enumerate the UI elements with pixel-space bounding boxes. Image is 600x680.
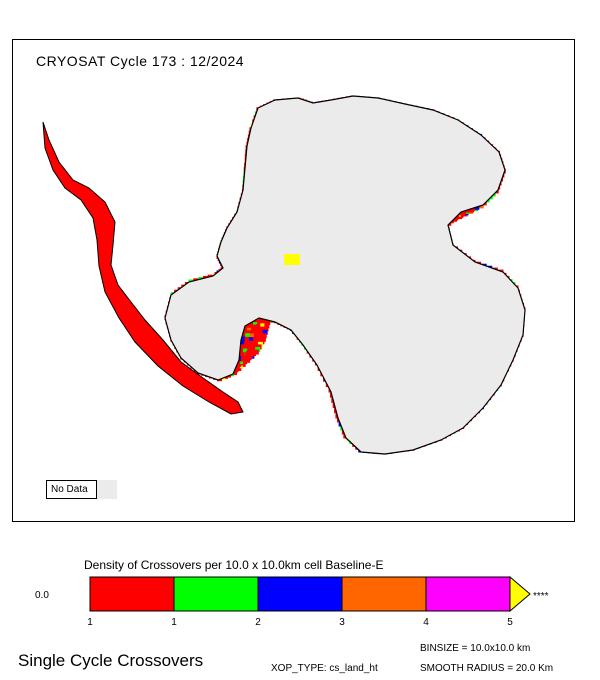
tick-label: 2 xyxy=(255,617,261,628)
crossover-cell xyxy=(253,333,259,339)
no-data-legend: No Data xyxy=(46,480,117,499)
crossover-cell xyxy=(244,336,250,342)
crossover-cell xyxy=(247,327,252,333)
map-title: CRYOSAT Cycle 173 : 12/2024 xyxy=(36,53,245,69)
crossover-cell xyxy=(250,329,256,335)
crossover-cell xyxy=(241,330,247,336)
crossover-cell xyxy=(259,326,265,332)
antarctic-peninsula xyxy=(42,121,244,415)
crossover-cell xyxy=(243,344,249,350)
crossover-cell xyxy=(261,333,267,339)
legend-color-box xyxy=(173,576,259,612)
tick-label: 5 xyxy=(507,617,513,628)
crossover-cell xyxy=(255,326,261,332)
crossover-cell xyxy=(240,336,246,342)
legend-overflow-arrow xyxy=(509,576,531,613)
smooth-radius-text: SMOOTH RADIUS = 20.0 Km xyxy=(420,663,554,674)
crossover-cell xyxy=(253,322,258,328)
inland-yellow-patch xyxy=(284,254,300,265)
crossover-cell xyxy=(265,320,271,325)
crossover-cell xyxy=(264,323,270,329)
crossover-cell xyxy=(238,348,244,354)
crossover-cell xyxy=(247,344,253,350)
crossover-cell xyxy=(259,339,265,345)
coastline xyxy=(164,95,526,455)
crossover-cell xyxy=(242,355,248,361)
legend-zero-label: 0.0 xyxy=(35,590,49,601)
no-data-swatch xyxy=(96,480,117,499)
crossover-cell xyxy=(260,323,266,329)
crossover-cell xyxy=(238,359,243,365)
crossover-cell xyxy=(248,340,254,346)
map-frame: CRYOSAT Cycle 173 : 12/2024 No Data xyxy=(12,39,575,522)
legend-color-box xyxy=(257,576,343,612)
binsize-text: BINSIZE = 10.0x10.0 km xyxy=(420,643,531,654)
crossover-cell xyxy=(244,340,250,346)
crossover-cell xyxy=(253,337,259,343)
crossover-cell xyxy=(248,352,254,358)
crossover-cell xyxy=(256,344,262,350)
antarctica-map xyxy=(42,95,526,455)
crossover-cell xyxy=(251,351,256,356)
crossover-cell xyxy=(249,333,255,339)
legend-title: Density of Crossovers per 10.0 x 10.0km … xyxy=(84,558,384,572)
color-scale-bar xyxy=(89,576,531,613)
overflow-label: **** xyxy=(533,591,549,602)
crossover-cell xyxy=(243,325,249,331)
crossover-cell xyxy=(262,329,268,335)
crossover-cell xyxy=(249,337,254,343)
legend-color-box xyxy=(89,576,175,612)
antarctica-landmass xyxy=(165,96,525,454)
crossover-cell xyxy=(242,328,248,334)
crossover-cell xyxy=(239,344,245,350)
tick-label: 3 xyxy=(339,617,345,628)
legend-color-box xyxy=(341,576,427,612)
crossover-cell xyxy=(251,327,257,333)
crossover-cell xyxy=(263,326,269,332)
legend-color-box xyxy=(425,576,511,612)
crossover-cell xyxy=(239,340,245,346)
tick-label: 1 xyxy=(87,617,93,628)
crossover-cell xyxy=(248,322,254,328)
crossover-cell xyxy=(239,356,245,362)
crossover-cell xyxy=(238,352,244,358)
tick-label: 1 xyxy=(171,617,177,628)
crossover-cell xyxy=(252,324,258,330)
crossover-cell xyxy=(246,330,252,336)
crossover-cell xyxy=(247,325,253,331)
crossover-cell xyxy=(254,330,260,336)
crossover-cell xyxy=(245,353,251,359)
crossover-cell xyxy=(258,330,264,336)
crossover-cell xyxy=(253,349,259,355)
crossover-cell xyxy=(245,333,251,339)
crossover-cell xyxy=(257,333,263,339)
crossover-cell xyxy=(241,333,246,339)
no-data-label: No Data xyxy=(51,484,88,495)
crossover-cell xyxy=(243,348,249,354)
crossover-cell xyxy=(255,347,261,352)
tick-label: 4 xyxy=(423,617,429,628)
footer-title: Single Cycle Crossovers xyxy=(18,651,204,670)
xop-type-text: XOP_TYPE: cs_land_ht xyxy=(271,663,378,674)
